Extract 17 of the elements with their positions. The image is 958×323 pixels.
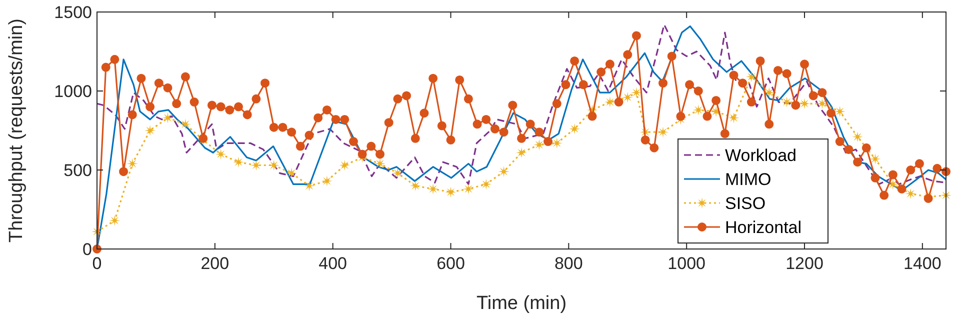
x-axis-title: Time (min) — [476, 293, 567, 314]
x-tick-label: 1200 — [786, 254, 824, 273]
x-tick-label: 1000 — [668, 254, 706, 273]
y-tick-label: 0 — [82, 240, 92, 259]
x-tick-label: 400 — [318, 254, 348, 273]
legend-label: SISO — [725, 194, 766, 213]
y-axis-title: Throughput (requests/min) — [6, 18, 27, 242]
y-tick-label: 1500 — [54, 3, 92, 22]
y-tick-label: 500 — [64, 161, 92, 180]
legend-label: MIMO — [725, 170, 772, 189]
x-tick-label: 600 — [436, 254, 465, 273]
x-tick-label: 800 — [554, 254, 583, 273]
x-tick-label: 200 — [200, 254, 230, 273]
x-tick-label: 1400 — [904, 254, 942, 273]
y-tick-label: 1000 — [54, 82, 92, 101]
legend-label: Horizontal — [725, 218, 802, 237]
legend-label: Workload — [725, 146, 796, 165]
